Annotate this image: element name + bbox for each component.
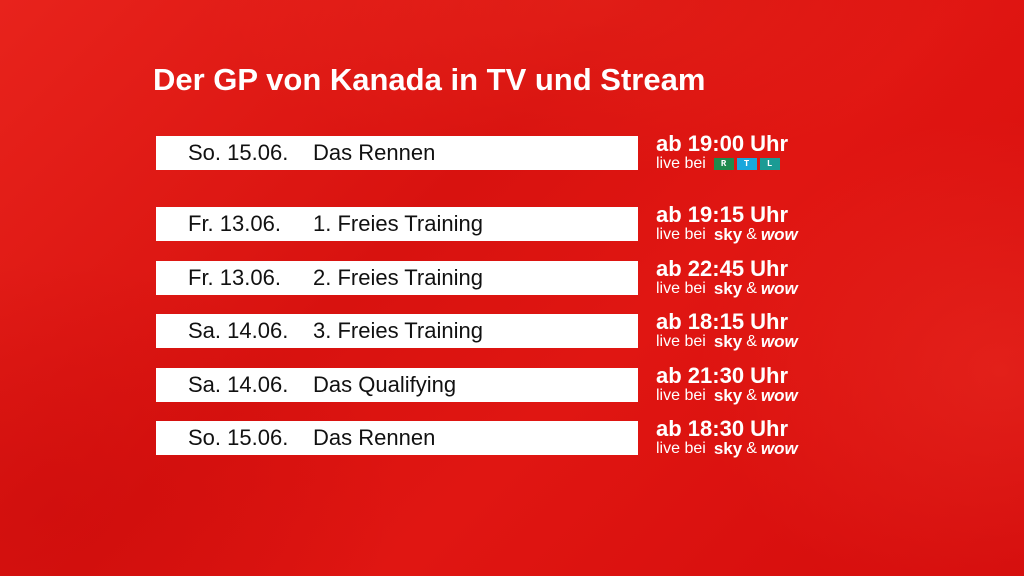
start-time: ab 18:30 Uhr	[656, 416, 789, 441]
wow-logo: wow	[760, 225, 798, 244]
broadcaster-line: live bei sky & wow	[656, 440, 798, 458]
ampersand: &	[746, 333, 757, 350]
ampersand: &	[746, 387, 757, 404]
schedule-row: Sa. 14.06. 3. Freies Training	[156, 314, 638, 348]
ampersand: &	[746, 440, 757, 457]
broadcaster-line: live bei RTL	[656, 155, 788, 173]
ampersand: &	[746, 226, 757, 243]
event-name: Das Rennen	[313, 425, 436, 450]
schedule-row: Fr. 13.06. 2. Freies Training	[156, 261, 638, 295]
schedule-row: So. 15.06. Das Rennen	[156, 421, 638, 455]
event-date: So. 15.06.	[188, 425, 289, 450]
sky-logo: sky	[713, 439, 743, 458]
page-title: Der GP von Kanada in TV und Stream	[153, 62, 706, 97]
broadcaster-line: live bei sky & wow	[656, 280, 798, 298]
live-prefix: live bei	[656, 333, 706, 350]
broadcaster-line: live bei sky & wow	[656, 387, 798, 405]
live-prefix: live bei	[656, 440, 706, 457]
broadcaster-line: live bei sky & wow	[656, 226, 798, 244]
event-date: Sa. 14.06.	[188, 372, 289, 397]
event-name: 2. Freies Training	[313, 265, 483, 290]
sky-logo: sky	[713, 386, 743, 405]
ampersand: &	[746, 280, 757, 297]
wow-logo: wow	[760, 279, 798, 298]
start-time: ab 22:45 Uhr	[656, 256, 789, 281]
schedule-row: Fr. 13.06. 1. Freies Training	[156, 207, 638, 241]
broadcast-info: ab 19:15 Uhr live bei sky & wow	[656, 204, 798, 244]
event-name: Das Rennen	[313, 140, 436, 165]
live-prefix: live bei	[656, 280, 706, 297]
sky-logo: sky	[713, 332, 743, 351]
sky-logo: sky	[713, 225, 743, 244]
broadcast-info: ab 18:30 Uhr live bei sky & wow	[656, 418, 798, 458]
event-name: 3. Freies Training	[313, 318, 483, 343]
live-prefix: live bei	[656, 226, 706, 243]
event-name: Das Qualifying	[313, 372, 457, 397]
event-name: 1. Freies Training	[313, 211, 483, 236]
sky-logo: sky	[713, 279, 743, 298]
broadcast-info: ab 18:15 Uhr live bei sky & wow	[656, 311, 798, 351]
rtl-logo: RTL	[713, 158, 780, 170]
event-date: Fr. 13.06.	[188, 265, 281, 290]
start-time: ab 19:15 Uhr	[656, 202, 789, 227]
start-time: ab 18:15 Uhr	[656, 309, 789, 334]
event-date: Sa. 14.06.	[188, 318, 289, 343]
broadcast-info: ab 22:45 Uhr live bei sky & wow	[656, 258, 798, 298]
wow-logo: wow	[760, 439, 798, 458]
schedule-row: Sa. 14.06. Das Qualifying	[156, 368, 638, 402]
wow-logo: wow	[760, 386, 798, 405]
start-time: ab 21:30 Uhr	[656, 363, 789, 388]
wow-logo: wow	[760, 332, 798, 351]
schedule-row: So. 15.06. Das Rennen	[156, 136, 638, 170]
live-prefix: live bei	[656, 155, 706, 172]
broadcaster-line: live bei sky & wow	[656, 333, 798, 351]
event-date: So. 15.06.	[188, 140, 289, 165]
event-date: Fr. 13.06.	[188, 211, 281, 236]
broadcast-info: ab 21:30 Uhr live bei sky & wow	[656, 365, 798, 405]
start-time: ab 19:00 Uhr	[656, 131, 789, 156]
live-prefix: live bei	[656, 387, 706, 404]
